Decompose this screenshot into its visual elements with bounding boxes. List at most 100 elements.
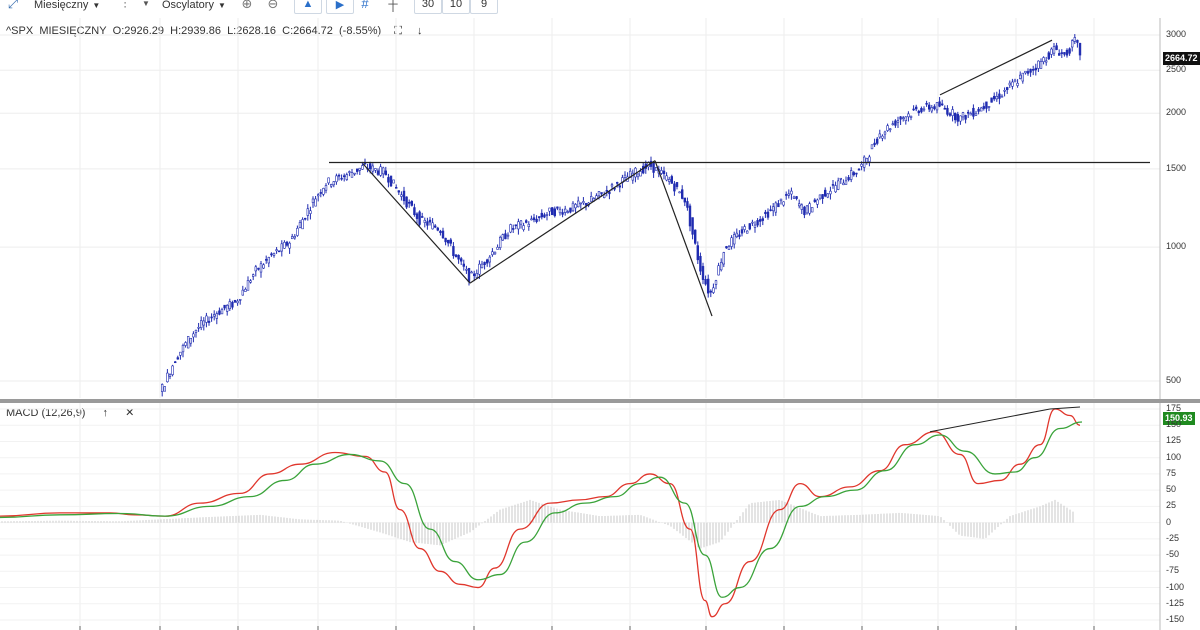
candle-body (309, 210, 312, 214)
macd-value-badge: 150.93 (1163, 412, 1195, 425)
candle-body (766, 211, 770, 218)
candle-body (1050, 48, 1053, 55)
candle-body (506, 234, 510, 237)
candle-body (579, 202, 583, 205)
crosshair-icon[interactable]: # (361, 0, 369, 11)
candle-body (756, 220, 759, 226)
cross-tool-icon[interactable]: ┼ (388, 0, 398, 11)
candle-body (987, 106, 991, 108)
macd-axis-tick-label: -150 (1166, 614, 1185, 624)
chevron-down-icon[interactable]: ▼ (142, 0, 150, 8)
candle-body (953, 112, 957, 121)
candle-body (397, 190, 400, 193)
candle-body (901, 117, 905, 120)
candle-body (488, 256, 491, 263)
arrow-up-icon[interactable]: ↑ (102, 407, 109, 419)
period-button-9[interactable]: 9 (470, 0, 498, 14)
candle-body (618, 185, 622, 188)
candle-body (881, 135, 884, 139)
arrow-down-icon[interactable]: ↓ (417, 25, 423, 37)
candle-body (311, 198, 315, 203)
candle-body (187, 336, 190, 349)
candle-body (1005, 87, 1009, 91)
candlestick-type-icon[interactable]: ⫶ (123, 0, 127, 11)
candle-body (735, 232, 739, 238)
candle-body (972, 107, 975, 117)
price-trendline (362, 163, 471, 284)
candle-body (662, 170, 666, 175)
macd-trendline (1049, 406, 1081, 410)
candle-body (303, 217, 307, 220)
candle-body (527, 223, 531, 227)
candle-body (831, 184, 835, 186)
candle-body (925, 102, 928, 105)
draw-tool-button[interactable]: ▲ (294, 0, 322, 14)
fullscreen-icon[interactable]: ⛶ (394, 25, 402, 37)
candle-body (181, 345, 185, 353)
candle-body (1024, 70, 1027, 74)
period-label: 30 (421, 0, 435, 10)
zoom-out-icon[interactable]: ⊖ (267, 0, 279, 11)
candle-body (174, 361, 177, 364)
candle-body (179, 351, 182, 356)
candle-body (1026, 71, 1030, 74)
candle-body (787, 193, 791, 196)
candle-body (992, 95, 996, 100)
candle-body (246, 280, 250, 291)
candle-body (821, 194, 824, 199)
candle-body (732, 234, 736, 245)
candle-body (680, 189, 684, 199)
candle-body (730, 237, 733, 247)
candle-body (371, 165, 374, 172)
candle-body (896, 120, 900, 123)
candle-body (1016, 82, 1019, 86)
price-axis-tick-label: 2000 (1166, 107, 1187, 118)
chevron-down-icon: ▼ (92, 0, 101, 10)
candle-body (394, 187, 398, 189)
candle-body (483, 261, 486, 265)
candle-body (777, 203, 780, 208)
candle-body (584, 203, 588, 206)
oscillators-dropdown[interactable]: Oscylatory ▼ (162, 0, 226, 14)
expand-icon[interactable]: ⤢ (7, 0, 19, 11)
candle-body (696, 245, 700, 261)
candle-body (161, 384, 164, 392)
candle-body (233, 300, 237, 303)
candle-body (870, 144, 874, 150)
interval-dropdown[interactable]: Miesięczny ▼ (34, 0, 100, 14)
candle-body (589, 196, 593, 202)
candle-body (758, 219, 762, 222)
candle-body (873, 142, 876, 146)
candle-body (262, 264, 265, 269)
macd-axis-tick-label: 50 (1166, 484, 1177, 495)
candle-body (1037, 60, 1040, 69)
candle-body (345, 174, 348, 180)
chevron-down-icon: ▼ (217, 0, 226, 10)
candle-body (714, 280, 718, 285)
zoom-in-icon[interactable]: ⊕ (241, 0, 253, 11)
candle-body (998, 93, 1001, 99)
candle-body (834, 185, 837, 193)
play-tool-button[interactable]: ▶ (326, 0, 354, 14)
candle-body (1018, 74, 1022, 79)
period-button-30[interactable]: 30 (414, 0, 442, 14)
candle-body (691, 217, 694, 235)
candle-body (922, 108, 926, 111)
candle-body (314, 198, 317, 207)
macd-axis-tick-label: 125 (1166, 435, 1182, 446)
pane-divider[interactable] (0, 399, 1200, 403)
period-button-10[interactable]: 10 (442, 0, 470, 14)
interval-label: Miesięczny (34, 0, 89, 11)
candle-body (553, 208, 557, 217)
candle-body (220, 309, 224, 315)
candle-body (368, 163, 372, 170)
candle-body (797, 203, 801, 207)
candle-body (290, 236, 294, 240)
close-icon[interactable]: ✕ (125, 407, 135, 419)
candle-body (574, 204, 577, 209)
candle-body (722, 252, 726, 265)
candle-body (842, 182, 845, 186)
candle-body (782, 201, 785, 206)
play-icon: ▶ (335, 0, 345, 11)
